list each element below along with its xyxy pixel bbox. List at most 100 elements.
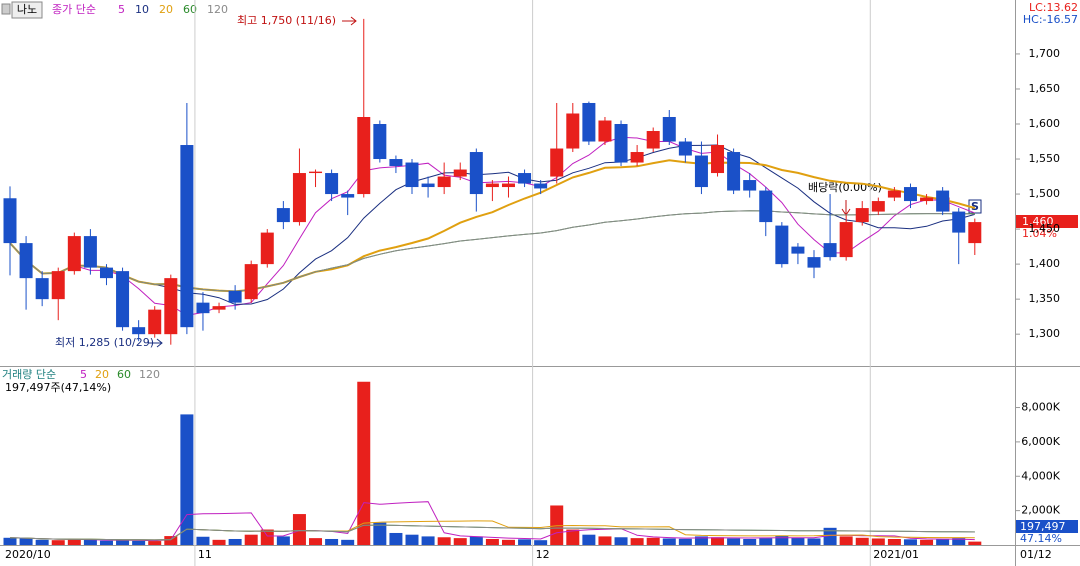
candle-body xyxy=(743,180,757,191)
volume-bar xyxy=(646,537,660,545)
volume-bar xyxy=(83,540,97,545)
volume-bar xyxy=(437,537,451,545)
y-tick-label: 1,450 xyxy=(1029,222,1061,235)
volume-current-label: 197,497 xyxy=(1020,520,1066,533)
candle-body xyxy=(518,173,532,184)
y-tick-label: 1,400 xyxy=(1029,257,1061,270)
legend-button[interactable] xyxy=(11,1,43,19)
candle-body xyxy=(35,278,49,300)
volume-label: 거래량 단순 xyxy=(2,368,56,381)
candle-body xyxy=(791,246,805,254)
candle-body xyxy=(276,208,290,223)
volume-bar xyxy=(148,541,162,545)
y-tick-label: 1,600 xyxy=(1029,117,1061,130)
volume-bar xyxy=(727,538,741,545)
volume-bar xyxy=(485,538,499,545)
volume-y-tick-label: 8,000K xyxy=(1021,401,1060,414)
volume-bar xyxy=(292,514,306,545)
volume-y-tick-label: 6,000K xyxy=(1021,435,1060,448)
volume-ma-legend-period: 5 xyxy=(80,368,87,381)
volume-bar xyxy=(936,538,950,545)
ma-legend-period: 20 xyxy=(159,3,173,16)
volume-bar xyxy=(550,505,564,545)
candle-body xyxy=(116,271,130,328)
volume-bar xyxy=(212,539,226,545)
volume-bar xyxy=(694,536,708,545)
volume-bar xyxy=(598,536,612,545)
volume-bar xyxy=(887,538,901,545)
candle-body xyxy=(132,327,146,335)
volume-bar xyxy=(743,538,757,545)
ma-label: 종가 단순 xyxy=(52,3,96,16)
volume-bar xyxy=(775,535,789,545)
candle-body xyxy=(180,145,194,328)
volume-bar xyxy=(373,522,387,545)
candle-body xyxy=(920,197,934,202)
volume-ma-legend-period: 120 xyxy=(139,368,160,381)
volume-bar xyxy=(132,540,146,545)
candle-body xyxy=(83,236,97,268)
candle-body xyxy=(759,190,773,223)
candle-body xyxy=(3,198,17,244)
candle-body xyxy=(887,190,901,198)
menu-icon[interactable] xyxy=(1,3,11,15)
volume-bar xyxy=(920,539,934,545)
volume-info: 197,497주(47,14%) xyxy=(5,381,111,394)
high-arrow xyxy=(342,16,357,26)
volume-y-tick-label: 2,000K xyxy=(1021,504,1060,517)
volume-bar xyxy=(968,541,982,545)
volume-bar xyxy=(534,540,548,545)
candle-body xyxy=(711,145,725,174)
volume-bar xyxy=(19,538,33,545)
candle-body xyxy=(501,183,515,188)
y-tick-label: 1,700 xyxy=(1029,47,1061,60)
volume-bar xyxy=(67,539,81,545)
candle-body xyxy=(421,183,435,188)
volume-bar xyxy=(164,536,178,545)
y-tick-label: 1,300 xyxy=(1029,327,1061,340)
candle-body xyxy=(260,232,274,265)
candle-body xyxy=(325,173,339,195)
candle-body xyxy=(903,187,917,202)
candle-body xyxy=(807,257,821,268)
candle-body xyxy=(228,290,242,303)
candle-body xyxy=(148,309,162,335)
candle-body xyxy=(485,183,499,188)
candle-body xyxy=(952,211,966,233)
price-current-box xyxy=(1016,215,1078,228)
volume-bar xyxy=(180,414,194,545)
volume-bar xyxy=(116,540,130,545)
candle-body xyxy=(19,243,33,279)
x-tick-label: 11 xyxy=(198,548,212,561)
volume-current-change: 47.14% xyxy=(1020,532,1062,545)
price-current-change: 1.04% xyxy=(1022,227,1057,240)
candle-body xyxy=(646,131,660,149)
volume-bar xyxy=(630,538,644,545)
volume-bar xyxy=(518,539,532,545)
candle-body xyxy=(839,222,853,258)
candle-body xyxy=(871,201,885,212)
volume-bar xyxy=(35,539,49,545)
candle-body xyxy=(630,152,644,163)
volume-bar xyxy=(952,538,966,545)
volume-bar xyxy=(325,538,339,545)
candle-body xyxy=(550,148,564,177)
candle-body xyxy=(614,124,628,163)
candle-body xyxy=(534,183,548,189)
volume-bar xyxy=(469,536,483,545)
volume-bar xyxy=(405,534,419,545)
volume-bar xyxy=(903,539,917,545)
volume-bar xyxy=(99,540,113,545)
candle-body xyxy=(823,243,837,258)
candle-body xyxy=(212,306,226,310)
volume-bar xyxy=(855,537,869,545)
candle-body xyxy=(196,302,210,314)
candle-body xyxy=(244,264,258,300)
hc-text: HC:-16.57 xyxy=(1023,13,1078,26)
x-tick-label: 2020/10 xyxy=(5,548,51,561)
volume-bar xyxy=(678,538,692,545)
volume-bar xyxy=(807,538,821,545)
volume-bar xyxy=(582,534,596,545)
y-tick-label: 1,650 xyxy=(1029,82,1061,95)
volume-ma-legend-period: 20 xyxy=(95,368,109,381)
